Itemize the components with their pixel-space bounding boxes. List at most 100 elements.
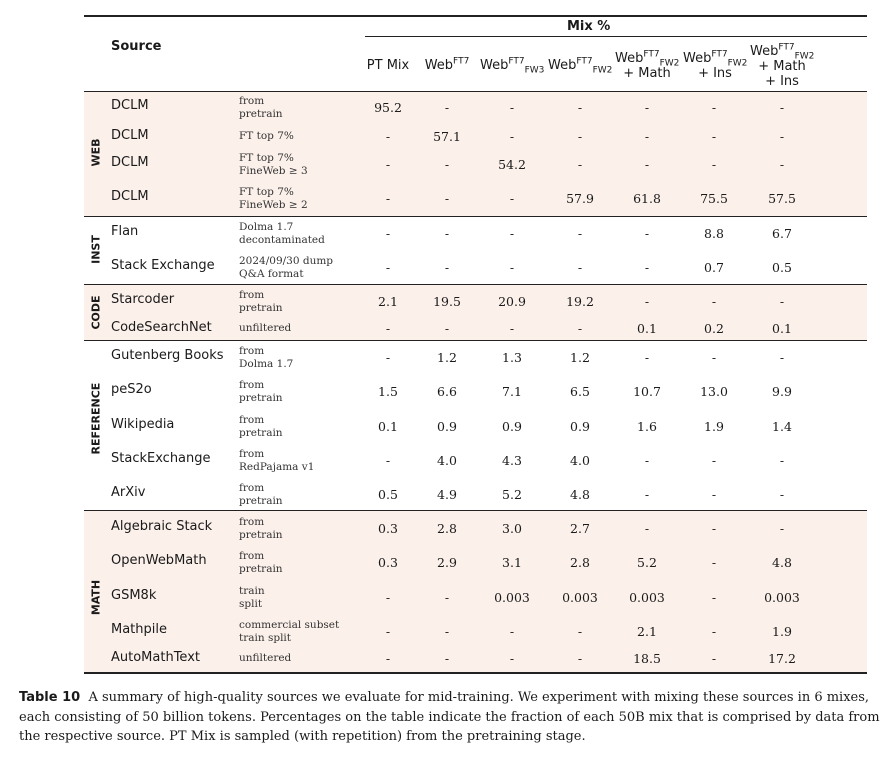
- table-cell: -: [711, 157, 717, 172]
- row-description-line1: from: [239, 95, 265, 107]
- table-cell: 9.9: [772, 384, 792, 399]
- row-description-line2: pretrain: [239, 108, 283, 120]
- table-cell: 1.2: [437, 350, 457, 365]
- row-description-line2: pretrain: [239, 529, 283, 541]
- row-description: FT top 7% FineWeb ≥ 3: [239, 152, 308, 178]
- table-cell: 0.003: [562, 590, 598, 605]
- table-cell: 1.2: [570, 350, 590, 365]
- caption-text: A summary of high-quality sources we eva…: [19, 690, 880, 744]
- table-cell: 8.8: [704, 226, 724, 241]
- table-cell: -: [444, 157, 450, 172]
- table-cell: -: [779, 157, 785, 172]
- row-description-line2: FineWeb ≥ 2: [239, 199, 308, 211]
- table-cell: 0.003: [629, 590, 665, 605]
- row-description-line1: commercial subset: [239, 619, 340, 631]
- table-cell: -: [385, 590, 391, 605]
- group-label-math: MATH: [89, 579, 103, 616]
- row-source: Algebraic Stack: [111, 519, 213, 534]
- header-bottom-rule: [84, 91, 867, 92]
- group-divider-reference-math: [84, 510, 867, 511]
- table-cell: -: [711, 487, 717, 502]
- row-source: GSM8k: [111, 588, 157, 603]
- row-description-line1: 2024/09/30 dump: [239, 255, 334, 267]
- table-cell: -: [711, 624, 717, 639]
- row-description-line2: Dolma 1.7: [239, 358, 294, 370]
- row-source: ArXiv: [111, 485, 146, 500]
- row-description-line1: unfiltered: [239, 652, 292, 664]
- table-cell: 20.9: [498, 294, 526, 309]
- table-cell: -: [577, 624, 583, 639]
- table-cell: -: [644, 260, 650, 275]
- table-cell: 19.5: [433, 294, 461, 309]
- row-source: StackExchange: [111, 451, 211, 466]
- table-cell: -: [385, 129, 391, 144]
- table-caption: Table 10 A summary of high-quality sourc…: [19, 688, 885, 747]
- table-cell: -: [711, 590, 717, 605]
- table-cell: -: [644, 226, 650, 241]
- table-cell: 0.1: [378, 419, 398, 434]
- table-cell: -: [509, 226, 515, 241]
- table-cell: 17.2: [768, 651, 796, 666]
- table-cell: -: [509, 191, 515, 206]
- table-cell: 57.5: [768, 191, 796, 206]
- table-top-rule: [84, 15, 867, 17]
- row-description: from pretrain: [239, 95, 283, 121]
- table-cell: -: [644, 521, 650, 536]
- row-source: AutoMathText: [111, 650, 200, 665]
- table-cell: 3.1: [502, 555, 522, 570]
- group-divider-web-inst: [84, 216, 867, 217]
- table-cell: 57.9: [566, 191, 594, 206]
- row-source: DCLM: [111, 98, 149, 113]
- table-cell: -: [577, 651, 583, 666]
- row-description: from pretrain: [239, 379, 283, 405]
- table-cell: 13.0: [700, 384, 728, 399]
- table-cell: -: [711, 453, 717, 468]
- row-description: Dolma 1.7 decontaminated: [239, 221, 325, 247]
- row-description: from pretrain: [239, 550, 283, 576]
- group-divider-inst-code: [84, 284, 867, 285]
- table-cell: -: [644, 487, 650, 502]
- table-cell: -: [577, 157, 583, 172]
- row-description-line1: FT top 7%: [239, 152, 294, 164]
- table-cell: 0.9: [502, 419, 522, 434]
- table-cell: 1.6: [637, 419, 657, 434]
- row-description-line1: from: [239, 448, 265, 460]
- row-description-line2: pretrain: [239, 302, 283, 314]
- table-cell: -: [385, 453, 391, 468]
- table-cell: 4.0: [570, 453, 590, 468]
- row-source: Gutenberg Books: [111, 348, 224, 363]
- table-cell: -: [385, 157, 391, 172]
- table-cell: 2.9: [437, 555, 457, 570]
- row-description: train split: [239, 585, 265, 611]
- table-cell: -: [644, 129, 650, 144]
- row-source: DCLM: [111, 128, 149, 143]
- table-cell: 2.8: [570, 555, 590, 570]
- table-cell: -: [779, 100, 785, 115]
- col-header-web-ft7-fw3: WebFT7FW3: [480, 56, 545, 76]
- table-cell: -: [577, 321, 583, 336]
- row-description: from pretrain: [239, 516, 283, 542]
- group-label-inst: INST: [89, 235, 103, 264]
- table-cell: 1.9: [772, 624, 792, 639]
- source-column-header: Source: [111, 39, 162, 54]
- row-source: Starcoder: [111, 292, 175, 307]
- table-cell: -: [779, 487, 785, 502]
- group-label-web: WEB: [89, 138, 103, 167]
- row-description-line1: Dolma 1.7: [239, 221, 294, 233]
- row-description: 2024/09/30 dump Q&A format: [239, 255, 333, 281]
- row-description-line1: unfiltered: [239, 322, 292, 334]
- group-label-code: CODE: [89, 295, 103, 330]
- table-cell: -: [385, 651, 391, 666]
- table-cell: 4.8: [772, 555, 792, 570]
- table-cell: 6.7: [772, 226, 792, 241]
- table-cell: 0.7: [704, 260, 724, 275]
- row-description-line2: Q&A format: [239, 268, 304, 280]
- row-description-line1: from: [239, 379, 265, 391]
- table-cell: 10.7: [633, 384, 661, 399]
- table-cell: -: [444, 226, 450, 241]
- table-cell: 3.0: [502, 521, 522, 536]
- col-header-web-fw2-math: WebFT7FW2 + Math: [615, 49, 680, 81]
- table-cell: -: [577, 100, 583, 115]
- table-cell: 4.8: [570, 487, 590, 502]
- table-cell: -: [385, 226, 391, 241]
